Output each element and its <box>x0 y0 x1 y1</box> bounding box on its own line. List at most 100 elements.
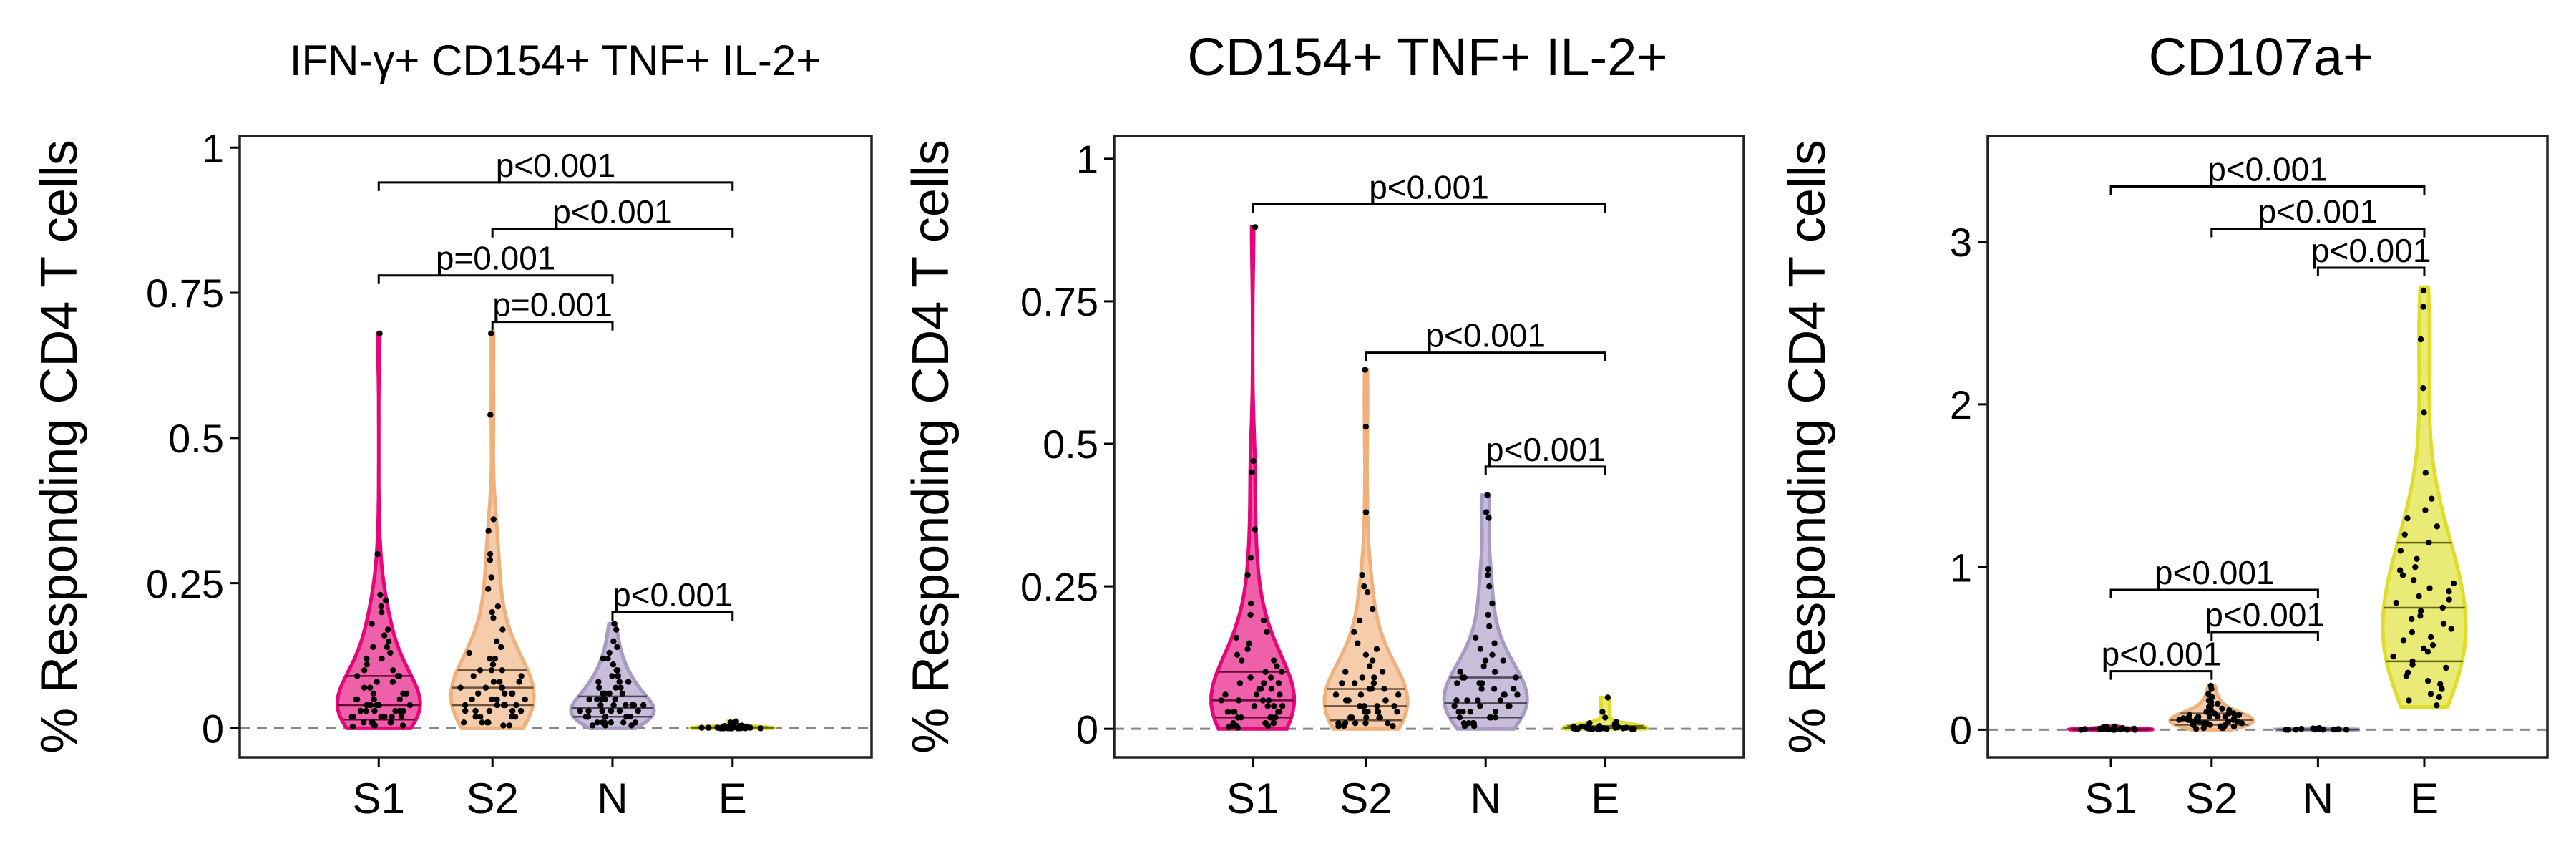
data-point <box>378 603 384 610</box>
data-point <box>370 644 376 651</box>
data-point <box>1247 555 1254 561</box>
data-point <box>462 707 469 714</box>
data-point <box>2420 304 2426 310</box>
data-point <box>1500 657 1506 664</box>
data-point <box>489 609 495 616</box>
y-tick-label: 3 <box>1950 220 1972 265</box>
data-point <box>472 714 479 720</box>
y-tick-label: 0 <box>1076 707 1098 752</box>
significance-bracket <box>491 321 614 331</box>
data-point <box>1272 714 1279 721</box>
data-point <box>1370 606 1376 613</box>
significance-bracket <box>1365 351 1606 361</box>
x-tick-label: S2 <box>1340 775 1392 822</box>
data-point <box>635 707 641 714</box>
data-point <box>2312 726 2318 733</box>
data-point <box>499 626 506 633</box>
p-value-label: p<0.001 <box>2258 193 2379 230</box>
x-tick-label: S1 <box>353 775 405 822</box>
data-point <box>1485 566 1491 573</box>
data-point <box>353 696 359 703</box>
data-point <box>364 655 370 662</box>
y-tick-label: 0.5 <box>1043 422 1098 467</box>
data-point <box>2293 727 2299 733</box>
data-point <box>614 644 620 651</box>
data-point <box>735 725 742 732</box>
data-point <box>1362 367 1369 373</box>
data-point <box>1234 724 1241 731</box>
data-point <box>2422 470 2429 476</box>
data-point <box>1339 680 1345 686</box>
data-point <box>1484 572 1491 578</box>
panel-title: IFN-γ+ CD154+ TNF+ IL-2+ <box>290 37 821 84</box>
data-point <box>1373 646 1380 652</box>
data-point <box>2448 626 2454 632</box>
p-value-label: p=0.001 <box>492 286 613 324</box>
data-point <box>1391 703 1397 709</box>
data-point <box>1351 629 1357 635</box>
data-point <box>2421 409 2427 416</box>
data-point <box>384 626 391 633</box>
data-point <box>2098 726 2105 732</box>
data-point <box>1514 691 1521 698</box>
y-tick-label: 2 <box>1950 382 1972 427</box>
data-point <box>2230 723 2238 729</box>
data-point <box>1491 686 1498 692</box>
data-point <box>2416 593 2422 600</box>
data-point <box>725 725 731 732</box>
data-point <box>1264 723 1272 729</box>
data-point <box>2331 726 2337 733</box>
data-point <box>615 667 621 674</box>
x-tick-label: E <box>718 775 747 822</box>
violin-E <box>1561 695 1649 731</box>
data-point <box>589 722 596 729</box>
data-point <box>2343 727 2350 733</box>
data-point <box>2434 702 2440 709</box>
data-point <box>2200 724 2207 732</box>
data-point <box>2206 714 2213 720</box>
data-point <box>620 719 627 726</box>
data-point <box>1501 691 1507 698</box>
data-point <box>374 702 380 709</box>
data-point <box>479 719 485 726</box>
data-point <box>594 719 600 726</box>
significance-bracket <box>2109 670 2213 680</box>
data-point <box>613 626 620 633</box>
data-point <box>1363 714 1370 721</box>
data-point <box>1357 691 1365 698</box>
data-point <box>1367 663 1373 669</box>
data-point <box>379 609 385 616</box>
data-point <box>1342 669 1349 675</box>
data-point <box>616 707 623 714</box>
data-point <box>585 707 592 714</box>
data-point <box>2429 642 2436 649</box>
data-point <box>2112 727 2118 733</box>
data-point <box>371 696 377 703</box>
data-point <box>602 714 609 720</box>
data-point <box>376 330 383 336</box>
data-point <box>2219 705 2225 712</box>
data-point <box>2421 645 2427 651</box>
x-tick-label: S2 <box>2185 775 2238 822</box>
data-point <box>2131 727 2138 733</box>
data-point <box>509 714 515 720</box>
data-point <box>2443 664 2449 671</box>
data-point <box>2437 681 2444 687</box>
data-point <box>1612 724 1619 731</box>
data-point <box>610 661 617 668</box>
violin-N <box>1442 493 1529 731</box>
data-point <box>698 724 705 731</box>
data-point <box>1484 492 1491 498</box>
data-point <box>492 655 499 662</box>
data-point <box>1486 714 1493 721</box>
data-point <box>597 702 604 709</box>
data-point <box>2230 710 2237 717</box>
data-point <box>1235 697 1242 704</box>
data-point <box>509 707 516 714</box>
significance-bracket <box>2210 228 2426 238</box>
data-point <box>619 690 625 697</box>
x-tick-label: S1 <box>1226 775 1279 822</box>
data-point <box>396 707 403 714</box>
p-value-label: p<0.001 <box>2205 596 2325 634</box>
data-point <box>1359 572 1365 578</box>
